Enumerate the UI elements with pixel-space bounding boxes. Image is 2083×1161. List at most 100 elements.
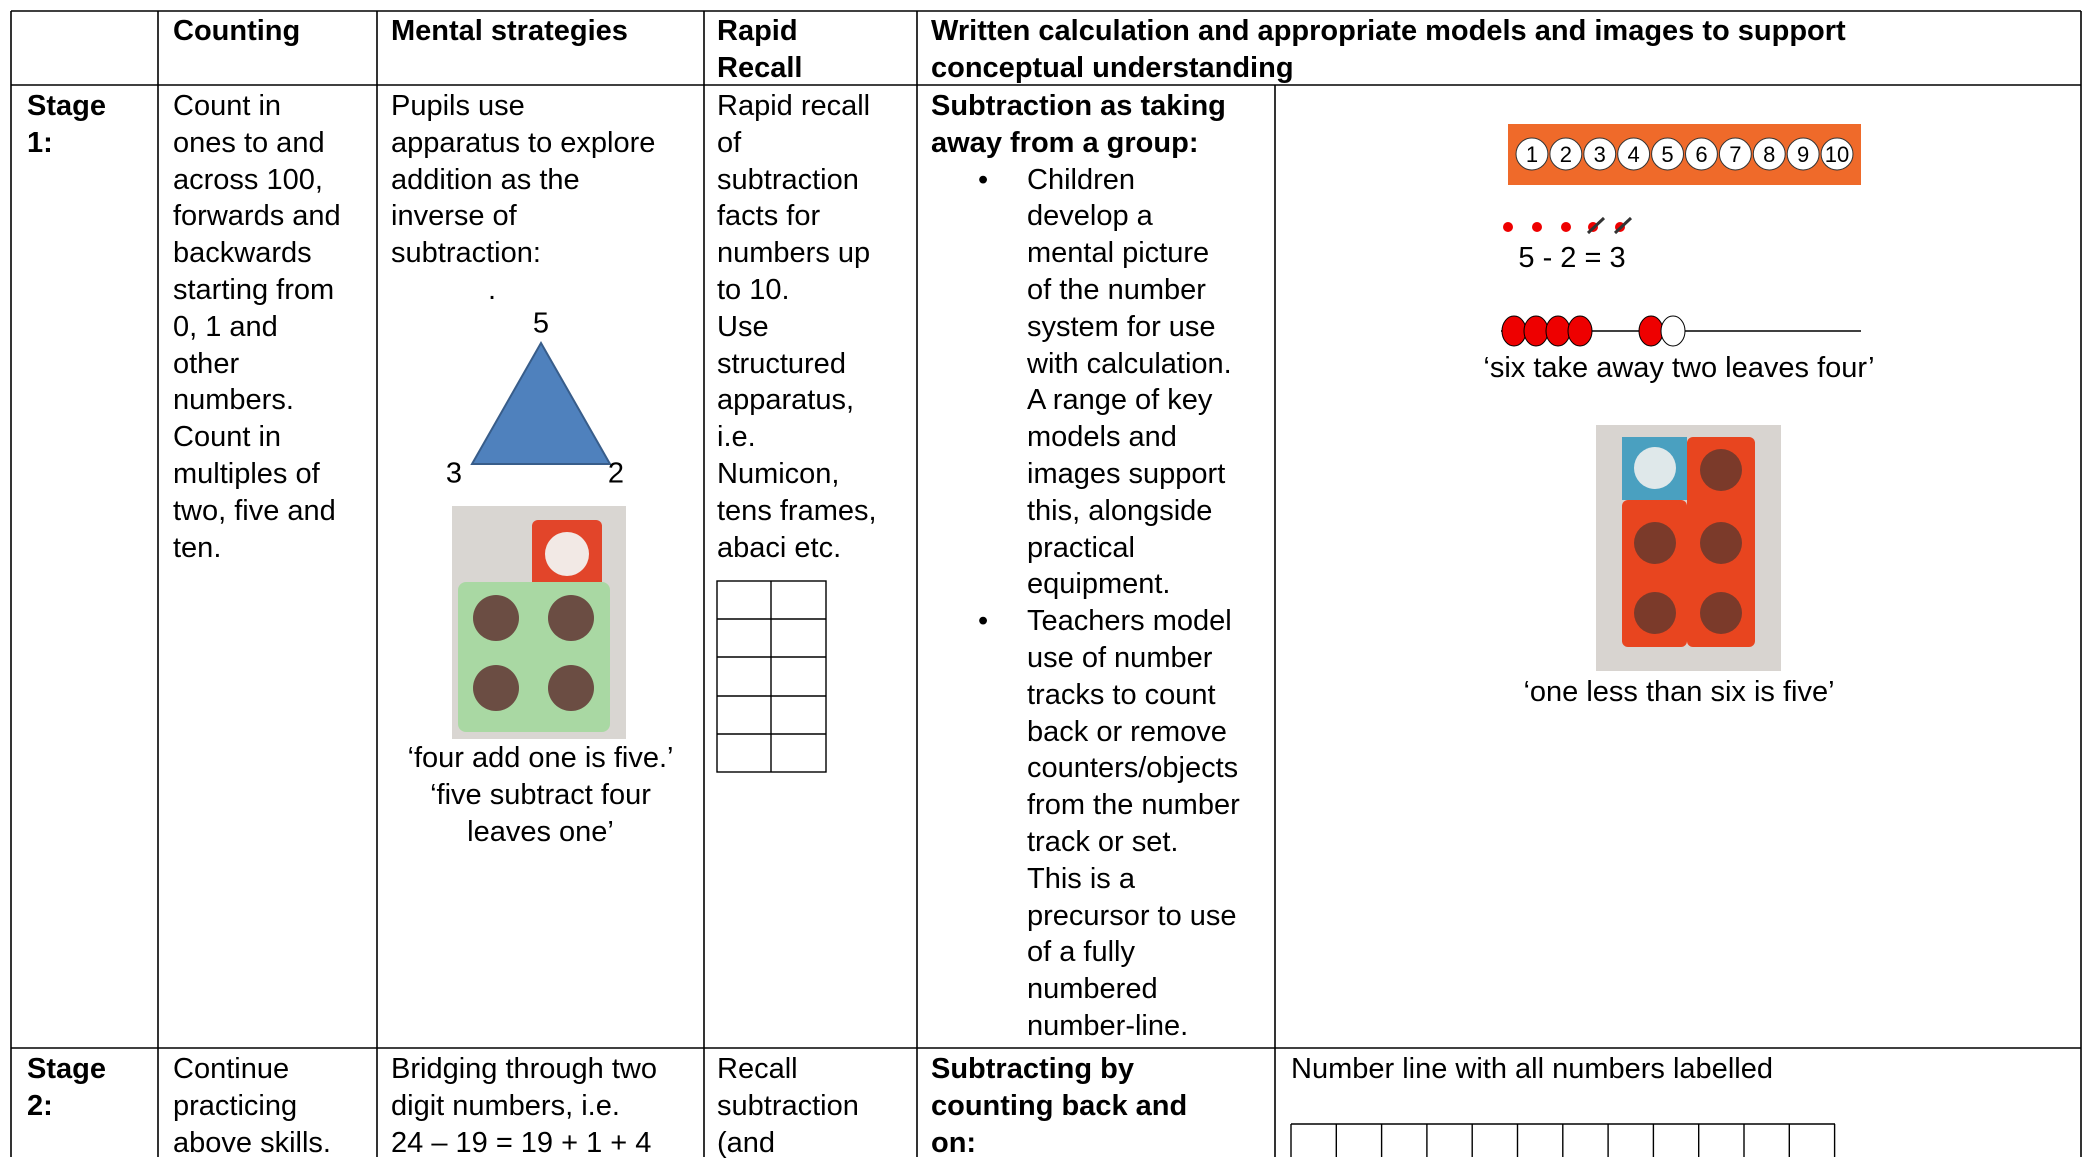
bead-string: [1501, 315, 1861, 347]
models-text: Number line with all numbers labelled: [1291, 1053, 1773, 1085]
rapid-text: Recall subtraction (and: [717, 1051, 859, 1161]
text-line: addition as the: [391, 163, 580, 196]
track-number: 1: [1526, 142, 1538, 167]
text-line: subtraction: [717, 163, 859, 196]
track-cell: [1515, 137, 1549, 171]
text-line: Continue: [173, 1053, 290, 1085]
text-line: ones to and: [173, 126, 325, 159]
text-line: This is a: [1027, 862, 1135, 895]
text-line: facts for: [717, 200, 821, 233]
text-line: on:: [931, 1126, 977, 1159]
text-line: counting back and: [931, 1089, 1188, 1122]
text-line: Subtracting by: [931, 1053, 1135, 1085]
text-line: use of number: [1027, 641, 1213, 674]
text-line: ‘five subtract four: [430, 778, 651, 811]
header-rapid: Rapid Recall: [717, 13, 802, 87]
text-line: conceptual understanding: [931, 51, 1294, 84]
written-heading: Subtracting by counting back and on:: [931, 1051, 1187, 1161]
text-line: across 100,: [173, 163, 323, 196]
text-line: away from a group:: [931, 126, 1199, 159]
counters: [1503, 216, 1633, 235]
text-line: forwards and: [173, 200, 341, 233]
bullet-text: Children develop a mental picture of the nu…: [1027, 162, 1232, 604]
text-line: system for use: [1027, 310, 1216, 343]
written-heading: Subtraction as taking away from a group:: [931, 88, 1226, 162]
counting-text: Continue practicing above skills.: [173, 1051, 331, 1161]
tens-frame: [716, 580, 827, 773]
text-line: track or set.: [1027, 825, 1179, 858]
text-line: Pupils use: [391, 90, 525, 122]
text-line: numbered: [1027, 973, 1158, 1006]
triangle-label: 3: [446, 458, 462, 490]
mental-text: Pupils use apparatus to explore addition a…: [391, 88, 655, 272]
number-track-cells: 1 2 3 4 5 6 7 8 9 10: [1515, 137, 1854, 171]
number-line-boxes: [1290, 1123, 1836, 1157]
numicon-photo-six: [1596, 425, 1781, 671]
stage-label: Stage 1:: [27, 88, 106, 162]
text-line: above skills.: [173, 1126, 331, 1159]
text-line: Numicon,: [717, 457, 840, 490]
text-line: develop a: [1027, 200, 1153, 233]
text-line: (and: [717, 1126, 776, 1159]
text-line: A range of key: [1027, 384, 1213, 417]
text-line: inverse of: [391, 200, 517, 233]
track-number: 10: [1825, 142, 1849, 167]
bullet: •: [978, 163, 989, 196]
text-line: apparatus,: [717, 384, 855, 417]
text-line: Stage: [27, 90, 106, 122]
text-line: Recall: [717, 51, 803, 84]
text-line: tracks to count: [1027, 678, 1216, 711]
numicon-caption: ‘one less than six is five’: [1523, 676, 1835, 708]
bullet: •: [978, 605, 989, 638]
text-line: of the number: [1027, 273, 1206, 306]
text-line: subtraction:: [391, 237, 541, 270]
text-line: models and: [1027, 421, 1177, 454]
rapid-text: Rapid recall of subtraction facts for number…: [717, 88, 877, 566]
text-line: Use: [717, 310, 769, 343]
bead-caption: ‘six take away two leaves four’: [1483, 352, 1875, 384]
text-line: Subtraction as taking: [931, 90, 1226, 122]
text-line: counters/objects: [1027, 752, 1239, 785]
track-cell: [1583, 137, 1617, 171]
counting-text: Count in ones to and across 100, forwards a…: [173, 88, 341, 566]
text-line: digit numbers, i.e.: [391, 1089, 620, 1122]
text-line: 1:: [27, 126, 53, 159]
text-line: Teachers model: [1027, 605, 1232, 638]
track-cell: [1752, 137, 1786, 171]
header-counting: Counting: [173, 15, 301, 47]
text-line: backwards: [173, 237, 312, 270]
track-number: 5: [1661, 142, 1673, 167]
text-line: of a fully: [1027, 936, 1135, 969]
track-number: 7: [1729, 142, 1741, 167]
text-line: equipment.: [1027, 568, 1171, 601]
text-line: i.e.: [717, 421, 756, 454]
track-number: 8: [1763, 142, 1775, 167]
track-number: 2: [1560, 142, 1572, 167]
text-line: Rapid: [717, 15, 798, 47]
text-line: structured: [717, 347, 846, 380]
bullet-text: Teachers model use of number tracks to cou…: [1027, 603, 1240, 1045]
text-line: Rapid recall: [717, 90, 871, 122]
text-line: practicing: [173, 1089, 298, 1122]
text-line: ten.: [173, 531, 222, 564]
track-number: 9: [1797, 142, 1809, 167]
text-line: this, alongside: [1027, 494, 1213, 527]
text-line: practical: [1027, 531, 1135, 564]
text-line: number-line.: [1027, 1009, 1189, 1042]
text-line: two, five and: [173, 494, 336, 527]
text-line: starting from: [173, 273, 335, 306]
text-line: numbers up: [717, 237, 871, 270]
text-line: abaci etc.: [717, 531, 842, 564]
text-line: mental picture: [1027, 237, 1210, 270]
text-line: 24 – 19 = 19 + 1 + 4: [391, 1126, 652, 1159]
mental-text: Bridging through two digit numbers, i.e. 2…: [391, 1051, 657, 1161]
track-cell: [1820, 137, 1854, 171]
text-line: multiples of: [173, 457, 320, 490]
table-grid: [10, 10, 2082, 1157]
header-written: Written calculation and appropriate mode…: [931, 13, 1846, 87]
text-line: 2:: [27, 1089, 53, 1122]
text-line: Children: [1027, 163, 1135, 196]
triangle-label: 5: [533, 308, 549, 340]
